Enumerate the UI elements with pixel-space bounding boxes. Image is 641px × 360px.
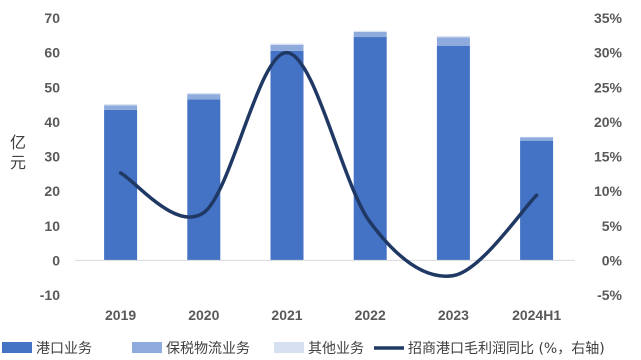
bar-1-2023 bbox=[436, 45, 470, 261]
gross-profit-yoy-line bbox=[118, 50, 539, 278]
bar-3-2019 bbox=[104, 104, 138, 106]
right-tick-label: 0% bbox=[602, 252, 623, 268]
left-tick-label: 40 bbox=[44, 114, 60, 130]
legend-bonded-label: 保税物流业务 bbox=[166, 341, 250, 357]
left-tick-label: -10 bbox=[40, 287, 60, 303]
right-tick-label: -5% bbox=[597, 287, 622, 303]
bar-3-2023 bbox=[436, 36, 470, 38]
right-tick-label: 20% bbox=[594, 114, 623, 130]
bar-3-2020 bbox=[187, 93, 221, 95]
left-tick-label: 70 bbox=[44, 10, 60, 26]
legend-bonded-swatch bbox=[132, 342, 162, 353]
bar-2-2019 bbox=[104, 105, 138, 110]
category-label: 2021 bbox=[271, 307, 302, 323]
legend-port-swatch bbox=[2, 342, 32, 353]
line-layer bbox=[118, 50, 539, 278]
right-tick-label: 10% bbox=[594, 183, 623, 199]
bar-2-2024H1 bbox=[520, 137, 554, 141]
category-label: 2023 bbox=[438, 307, 469, 323]
bar-3-2024H1 bbox=[520, 136, 554, 138]
bar-2-2022 bbox=[353, 31, 387, 38]
right-axis: -5% 0% 5% 10% 15% 20% 25% 30% 35% bbox=[594, 10, 623, 303]
right-tick-label: 5% bbox=[602, 218, 623, 234]
category-label: 2024H1 bbox=[512, 307, 561, 323]
legend-yoy-label: 招商港口毛利润同比 (%，右轴) bbox=[408, 341, 605, 357]
bars-layer bbox=[104, 30, 554, 261]
right-tick-label: 30% bbox=[594, 45, 623, 61]
legend-other-label: 其他业务 bbox=[308, 341, 364, 357]
left-tick-label: 50 bbox=[44, 79, 60, 95]
legend-port-label: 港口业务 bbox=[36, 341, 92, 357]
bar-3-2021 bbox=[270, 43, 304, 45]
bar-1-2024H1 bbox=[520, 140, 554, 261]
left-axis: -10 0 10 20 30 40 50 60 70 bbox=[40, 10, 60, 303]
left-tick-label: 60 bbox=[44, 45, 60, 61]
legend: 港口业务 保税物流业务 其他业务 招商港口毛利润同比 (%，右轴) bbox=[2, 341, 605, 357]
right-tick-label: 25% bbox=[594, 79, 623, 95]
bar-1-2019 bbox=[104, 109, 138, 261]
legend-other-swatch bbox=[274, 342, 304, 353]
bar-1-2022 bbox=[353, 37, 387, 261]
bar-1-2020 bbox=[187, 99, 221, 261]
right-tick-label: 35% bbox=[594, 10, 623, 26]
left-tick-label: 30 bbox=[44, 149, 60, 165]
left-tick-label: 0 bbox=[52, 252, 60, 268]
bar-2-2021 bbox=[270, 45, 304, 51]
category-label: 2019 bbox=[105, 307, 136, 323]
left-tick-label: 10 bbox=[44, 218, 60, 234]
category-label: 2020 bbox=[188, 307, 219, 323]
y-axis-label: 亿元 bbox=[10, 133, 26, 172]
category-label: 2022 bbox=[355, 307, 386, 323]
bar-2-2020 bbox=[187, 94, 221, 100]
right-tick-label: 15% bbox=[594, 149, 623, 165]
bar-3-2022 bbox=[353, 30, 387, 32]
x-axis: 2019 2020 2021 2022 2023 2024H1 bbox=[105, 307, 561, 323]
bar-1-2021 bbox=[270, 50, 304, 261]
bar-2-2023 bbox=[436, 37, 470, 46]
left-tick-label: 20 bbox=[44, 183, 60, 199]
